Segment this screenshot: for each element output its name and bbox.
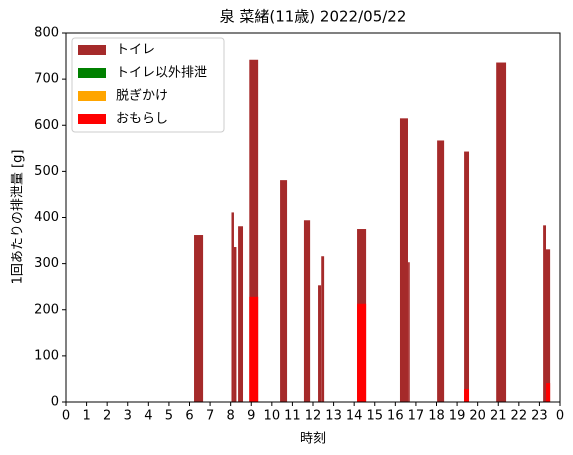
y-axis-label: 1回あたりの排泄量 [g] [11,150,26,285]
legend-label: トイレ [116,43,155,58]
x-tick-label: 16 [387,409,404,424]
y-tick-label: 200 [34,302,59,317]
bar [546,249,551,402]
x-tick-label: 19 [449,409,466,424]
x-tick-label: 3 [124,409,132,424]
legend-swatch [78,45,106,55]
y-tick-label: 300 [34,256,59,271]
legend-swatch [78,68,106,78]
bar [238,226,244,402]
legend-swatch [78,114,106,124]
legend-frame [71,37,225,133]
x-axis-label: 時刻 [300,432,326,447]
y-tick-label: 0 [51,395,59,410]
x-tick-label: 0 [556,409,564,424]
bar [464,389,470,402]
legend-label: トイレ以外排泄 [116,66,207,81]
bar [321,256,325,402]
x-tick-label: 5 [165,409,173,424]
legend-label: おもらし [116,112,168,127]
x-tick-label: 4 [144,409,152,424]
y-tick-label: 800 [34,26,59,41]
x-tick-label: 7 [206,409,214,424]
bar [408,262,410,402]
x-tick-label: 12 [305,409,322,424]
bar [357,303,367,402]
bar [546,383,551,402]
bar [233,247,237,402]
x-tick-label: 18 [428,409,445,424]
x-tick-label: 15 [366,409,383,424]
chart-title: 泉 菜緒(11歳) 2022/05/22 [220,8,407,26]
bar [318,285,322,402]
x-tick-label: 2 [103,409,111,424]
y-tick-label: 500 [34,164,59,179]
bar [464,151,470,402]
x-tick-label: 6 [185,409,193,424]
bar [496,62,507,403]
x-tick-label: 13 [325,409,342,424]
x-tick-label: 9 [247,409,255,424]
bar [194,235,204,402]
bar [399,118,408,403]
y-tick-label: 600 [34,118,59,133]
y-tick-label: 700 [34,72,59,87]
x-tick-label: 1 [82,409,90,424]
bar [249,59,259,402]
bar [280,180,288,402]
bar [303,220,311,402]
x-tick-label: 20 [469,409,486,424]
x-tick-label: 22 [511,409,528,424]
x-tick-label: 10 [264,409,281,424]
x-tick-label: 17 [408,409,425,424]
bar [437,140,445,402]
x-tick-label: 21 [490,409,507,424]
x-tick-label: 8 [227,409,235,424]
bar [231,212,234,402]
x-tick-label: 11 [284,409,301,424]
x-tick-label: 14 [346,409,363,424]
y-tick-label: 400 [34,210,59,225]
y-tick-label: 100 [34,348,59,363]
x-tick-label: 23 [531,409,548,424]
legend-swatch [78,91,106,101]
bar [543,225,547,402]
x-tick-label: 0 [62,409,70,424]
legend-label: 脱ぎかけ [116,89,168,104]
bar [249,296,259,402]
